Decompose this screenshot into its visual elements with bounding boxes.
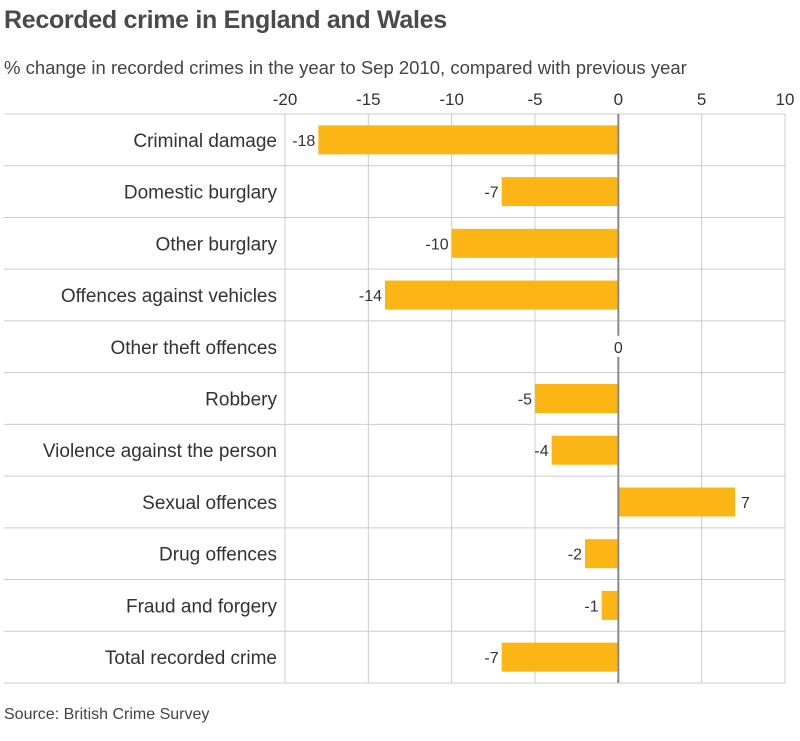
value-label: -2 <box>568 547 582 564</box>
category-label: Total recorded crime <box>105 648 277 669</box>
value-label: -7 <box>484 650 498 667</box>
x-tick-label: -20 <box>273 90 298 109</box>
x-tick-label: -10 <box>439 90 464 109</box>
bar <box>451 228 619 258</box>
bar <box>385 280 619 310</box>
bar <box>501 177 619 207</box>
chart-title: Recorded crime in England and Wales <box>4 6 447 34</box>
bar <box>501 642 619 672</box>
category-label: Other theft offences <box>110 338 277 359</box>
category-label: Other burglary <box>156 234 278 255</box>
value-label: -18 <box>292 133 315 150</box>
category-label: Drug offences <box>159 545 277 566</box>
value-label: 0 <box>614 340 623 357</box>
category-label: Domestic burglary <box>124 183 278 204</box>
category-label: Fraud and forgery <box>126 596 278 617</box>
bar <box>551 435 619 465</box>
value-label: -1 <box>584 598 598 615</box>
value-label: -10 <box>426 236 449 253</box>
x-tick-label: 10 <box>776 90 795 109</box>
source-note: Source: British Crime Survey <box>4 706 210 723</box>
chart-subtitle: % change in recorded crimes in the year … <box>4 57 687 78</box>
x-tick-label: 0 <box>614 90 623 109</box>
value-label: 7 <box>741 495 750 512</box>
x-tick-label: -5 <box>527 90 542 109</box>
x-tick-label: -15 <box>356 90 381 109</box>
value-label: -4 <box>534 443 548 460</box>
category-label: Criminal damage <box>133 131 277 152</box>
value-label: -5 <box>518 392 532 409</box>
bar <box>535 384 619 413</box>
value-label: -7 <box>484 185 498 202</box>
bar <box>585 539 619 569</box>
bar <box>618 487 735 517</box>
category-label: Sexual offences <box>142 493 277 514</box>
category-label: Violence against the person <box>43 441 277 462</box>
bar <box>318 125 619 155</box>
bar <box>601 590 619 620</box>
category-label: Robbery <box>205 390 277 411</box>
category-label: Offences against vehicles <box>61 286 277 307</box>
value-label: -14 <box>359 288 382 305</box>
x-tick-label: 5 <box>697 90 706 109</box>
